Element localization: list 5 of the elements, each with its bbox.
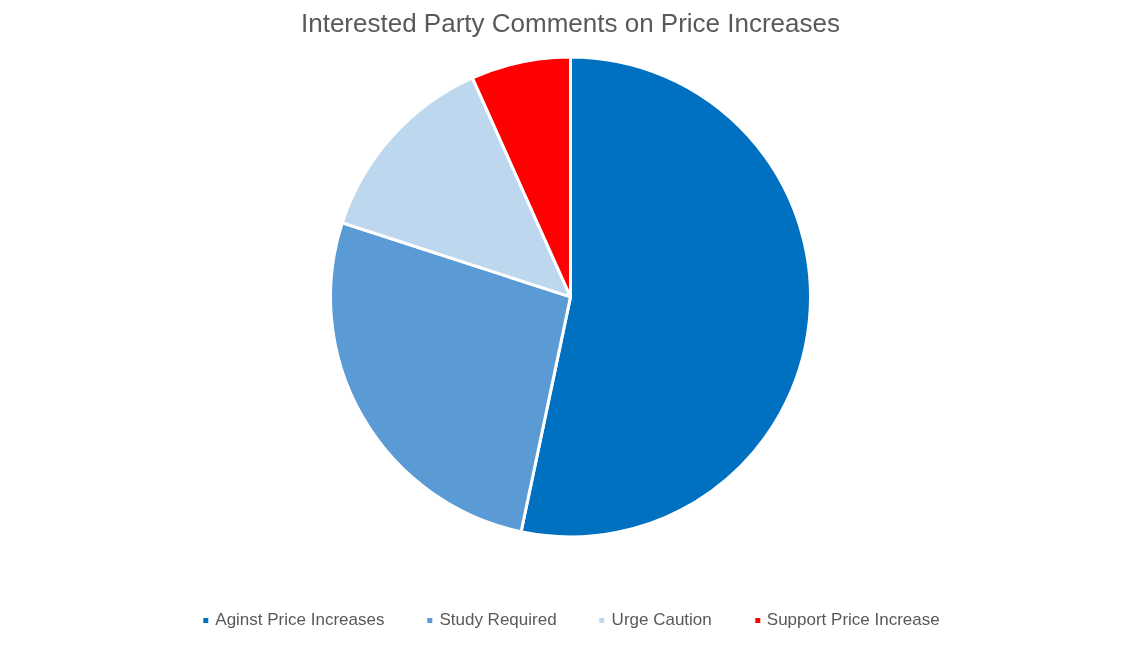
chart-title: Interested Party Comments on Price Increases [301,7,841,38]
legend-label: Aginst Price Increases [215,610,385,630]
legend-label: Study Required [439,610,557,630]
legend-label: Support Price Increase [766,610,940,630]
legend-label: Urge Caution [611,610,712,630]
